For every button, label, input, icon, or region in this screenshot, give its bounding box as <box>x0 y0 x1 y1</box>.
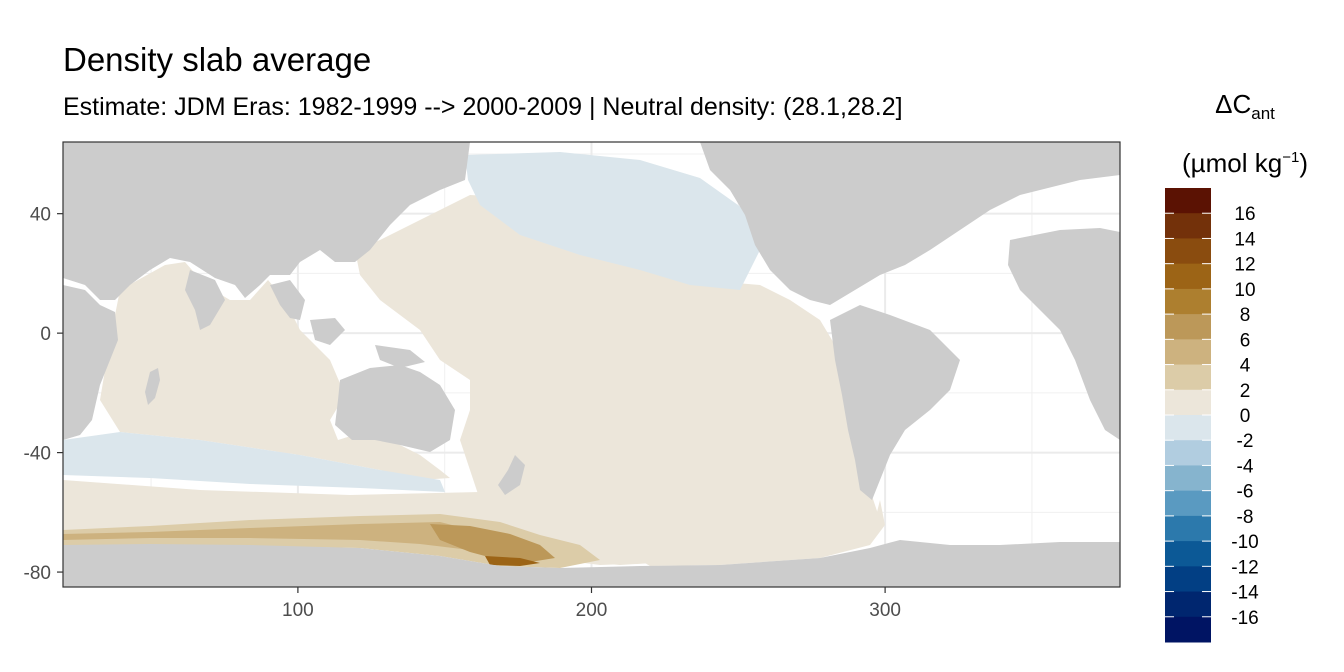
legend-label: 16 <box>1234 204 1255 225</box>
land-eurasia <box>63 142 470 300</box>
legend-label: 0 <box>1240 406 1251 427</box>
legend-label: -8 <box>1237 507 1254 528</box>
y-tick-label: 0 <box>40 324 51 345</box>
legend-label: -2 <box>1237 431 1254 452</box>
region-ross-sea <box>430 524 555 562</box>
legend-swatch <box>1165 188 1211 214</box>
legend-swatch <box>1165 541 1211 567</box>
land-new-zealand <box>498 455 525 495</box>
legend-swatch <box>1165 515 1211 542</box>
region-south-pacific-edge <box>640 500 885 566</box>
legend-label: -6 <box>1237 482 1254 503</box>
map-panel <box>63 142 1120 587</box>
legend-swatch <box>1165 591 1211 618</box>
legend-swatch <box>1165 364 1211 391</box>
legend-swatch <box>1165 288 1211 315</box>
chart-subtitle: Estimate: JDM Eras: 1982-1999 --> 2000-2… <box>63 93 903 121</box>
land-africa-west <box>1008 228 1120 440</box>
legend-symbol: ΔC <box>1215 89 1252 119</box>
legend-label: 2 <box>1240 381 1251 402</box>
legend-label: -16 <box>1231 608 1258 629</box>
legend-unit: (µmol kg−1) <box>1182 148 1308 178</box>
legend-swatch <box>1165 415 1211 441</box>
x-tick-label: 300 <box>869 600 901 621</box>
legend-title: ΔCant (µmol kg−1) <box>1160 86 1330 181</box>
legend-label: 6 <box>1240 330 1251 351</box>
legend-label: -10 <box>1231 532 1258 553</box>
region-antarctic-shelf-mid <box>63 522 500 550</box>
region-pacific-ocean <box>355 195 880 565</box>
x-tick-label: 100 <box>282 600 314 621</box>
legend-label: 4 <box>1240 356 1251 377</box>
chart-title: Density slab average <box>63 41 372 78</box>
legend-swatch <box>1165 213 1211 239</box>
legend-subscript: ant <box>1251 104 1275 123</box>
legend-label: -14 <box>1231 583 1259 604</box>
land-australia <box>335 365 455 452</box>
legend-swatch <box>1165 465 1211 492</box>
land-india <box>185 270 225 330</box>
legend-swatch <box>1165 389 1211 416</box>
region-south-indian <box>63 432 445 492</box>
legend-label: 8 <box>1240 305 1251 326</box>
land <box>63 142 1120 587</box>
land-south-america <box>830 305 960 500</box>
land-antarctica <box>63 540 1120 587</box>
land-north-america <box>700 142 1120 305</box>
legend-colorbar: 16 14 12 10 8 6 4 2 0 -2 -4 -6 -8 -10 -12 -14 -16 <box>1165 188 1259 643</box>
legend-label: -12 <box>1231 557 1258 578</box>
legend-swatch <box>1165 440 1211 466</box>
land-new-guinea <box>375 345 425 368</box>
legend-swatch <box>1165 263 1211 290</box>
legend-swatch <box>1165 339 1211 366</box>
legend-swatch <box>1165 238 1211 265</box>
legend-label: 10 <box>1234 280 1255 301</box>
legend-swatch <box>1165 314 1211 340</box>
y-tick-label: 40 <box>30 205 51 226</box>
legend-label: 14 <box>1234 229 1256 250</box>
legend-swatch <box>1165 566 1211 593</box>
legend-label: -4 <box>1237 456 1254 477</box>
ocean-regions <box>63 152 885 568</box>
y-tick-label: -80 <box>24 563 51 584</box>
land-madagascar <box>145 368 160 405</box>
region-indian-ocean <box>100 262 450 480</box>
region-ross-sea-deep <box>485 556 540 566</box>
land-africa <box>63 285 118 440</box>
legend-swatch <box>1165 616 1211 643</box>
x-tick-label: 200 <box>576 600 608 621</box>
land-borneo <box>310 318 345 345</box>
region-north-pacific <box>465 152 760 290</box>
legend-label: 12 <box>1234 255 1255 276</box>
legend-swatch <box>1165 490 1211 517</box>
y-tick-label: -40 <box>24 444 51 465</box>
land-se-asia <box>270 280 305 320</box>
